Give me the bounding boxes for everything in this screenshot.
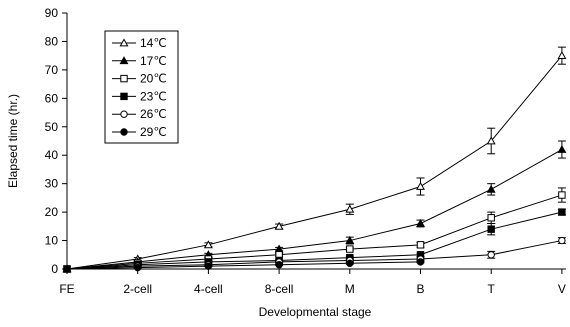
- y-tick-label: 50: [45, 120, 59, 134]
- data-point: [274, 221, 284, 230]
- legend-marker: [119, 56, 129, 65]
- data-point: [486, 136, 496, 145]
- data-point: [275, 261, 283, 269]
- legend-label: 23℃: [140, 89, 167, 103]
- y-tick-label: 30: [45, 177, 59, 191]
- data-point: [557, 144, 567, 153]
- series-5: [63, 258, 425, 273]
- data-point: [345, 235, 355, 244]
- legend-item: 17℃: [112, 54, 167, 68]
- legend-item: 14℃: [112, 36, 167, 50]
- legend-label: 29℃: [140, 125, 167, 139]
- data-point: [134, 263, 142, 272]
- y-tick-label: 10: [45, 234, 59, 248]
- legend-marker: [120, 110, 128, 118]
- legend-marker: [119, 38, 129, 47]
- legend-marker: [120, 74, 128, 83]
- y-tick-label: 20: [45, 205, 59, 219]
- series-line: [66, 240, 562, 270]
- x-tick-label: V: [558, 282, 566, 296]
- data-point: [487, 251, 495, 259]
- data-point: [416, 218, 425, 227]
- x-tick-label: M: [345, 282, 355, 296]
- data-point: [416, 241, 425, 249]
- x-tick-label: T: [488, 282, 496, 296]
- x-tick-label: 8-cell: [265, 282, 294, 296]
- x-tick-label: B: [416, 282, 424, 296]
- data-point: [416, 181, 425, 190]
- legend-item: 26℃: [112, 107, 167, 121]
- data-point: [204, 262, 213, 270]
- x-ticks: FE 2-cell 4-cell 8-cell M B T V: [59, 269, 566, 296]
- data-point: [346, 259, 354, 268]
- legend: 14℃ 17℃ 20℃ 23℃ 26℃ 29℃: [104, 30, 179, 144]
- data-point: [558, 208, 566, 216]
- data-point: [487, 214, 495, 222]
- series-line: [66, 194, 563, 270]
- axes: [66, 13, 566, 270]
- series-line: [66, 149, 563, 270]
- data-point: [345, 204, 355, 213]
- legend-label: 20℃: [140, 72, 167, 86]
- legend-item: 20℃: [112, 72, 167, 86]
- y-tick-label: 70: [45, 63, 59, 77]
- data-point: [557, 51, 567, 60]
- y-axis-title: Elapsed time (hr.): [6, 94, 20, 188]
- y-tick-label: 80: [45, 34, 59, 48]
- data-point: [487, 225, 495, 233]
- legend-label: 14℃: [140, 36, 167, 50]
- legend-label: 17℃: [140, 54, 167, 68]
- data-point: [63, 265, 71, 273]
- data-point: [203, 240, 213, 249]
- series-line: [66, 261, 421, 270]
- legend-item: 29℃: [112, 125, 167, 139]
- data-point: [558, 191, 566, 199]
- x-axis-title: Developmental stage: [259, 305, 372, 319]
- legend-marker: [120, 128, 128, 136]
- y-tick-label: 90: [45, 6, 59, 20]
- data-point: [558, 236, 566, 245]
- data-point: [346, 245, 354, 253]
- legend-label: 26℃: [140, 107, 167, 121]
- series-line: [66, 211, 563, 270]
- legend-marker: [120, 92, 128, 101]
- data-point: [416, 258, 425, 266]
- data-point: [486, 184, 496, 193]
- series-line: [66, 55, 563, 270]
- y-tick-label: 40: [45, 148, 59, 162]
- legend-box: [104, 30, 179, 144]
- y-ticks: 0 10 20 30 40 50 60 70 80 90: [45, 6, 67, 276]
- y-tick-label: 0: [51, 262, 58, 276]
- x-tick-label: 2-cell: [123, 282, 152, 296]
- x-tick-label: FE: [59, 282, 74, 296]
- y-tick-label: 60: [45, 91, 59, 105]
- x-tick-label: 4-cell: [194, 282, 223, 296]
- series-layer: [62, 46, 567, 273]
- legend-item: 23℃: [112, 89, 167, 103]
